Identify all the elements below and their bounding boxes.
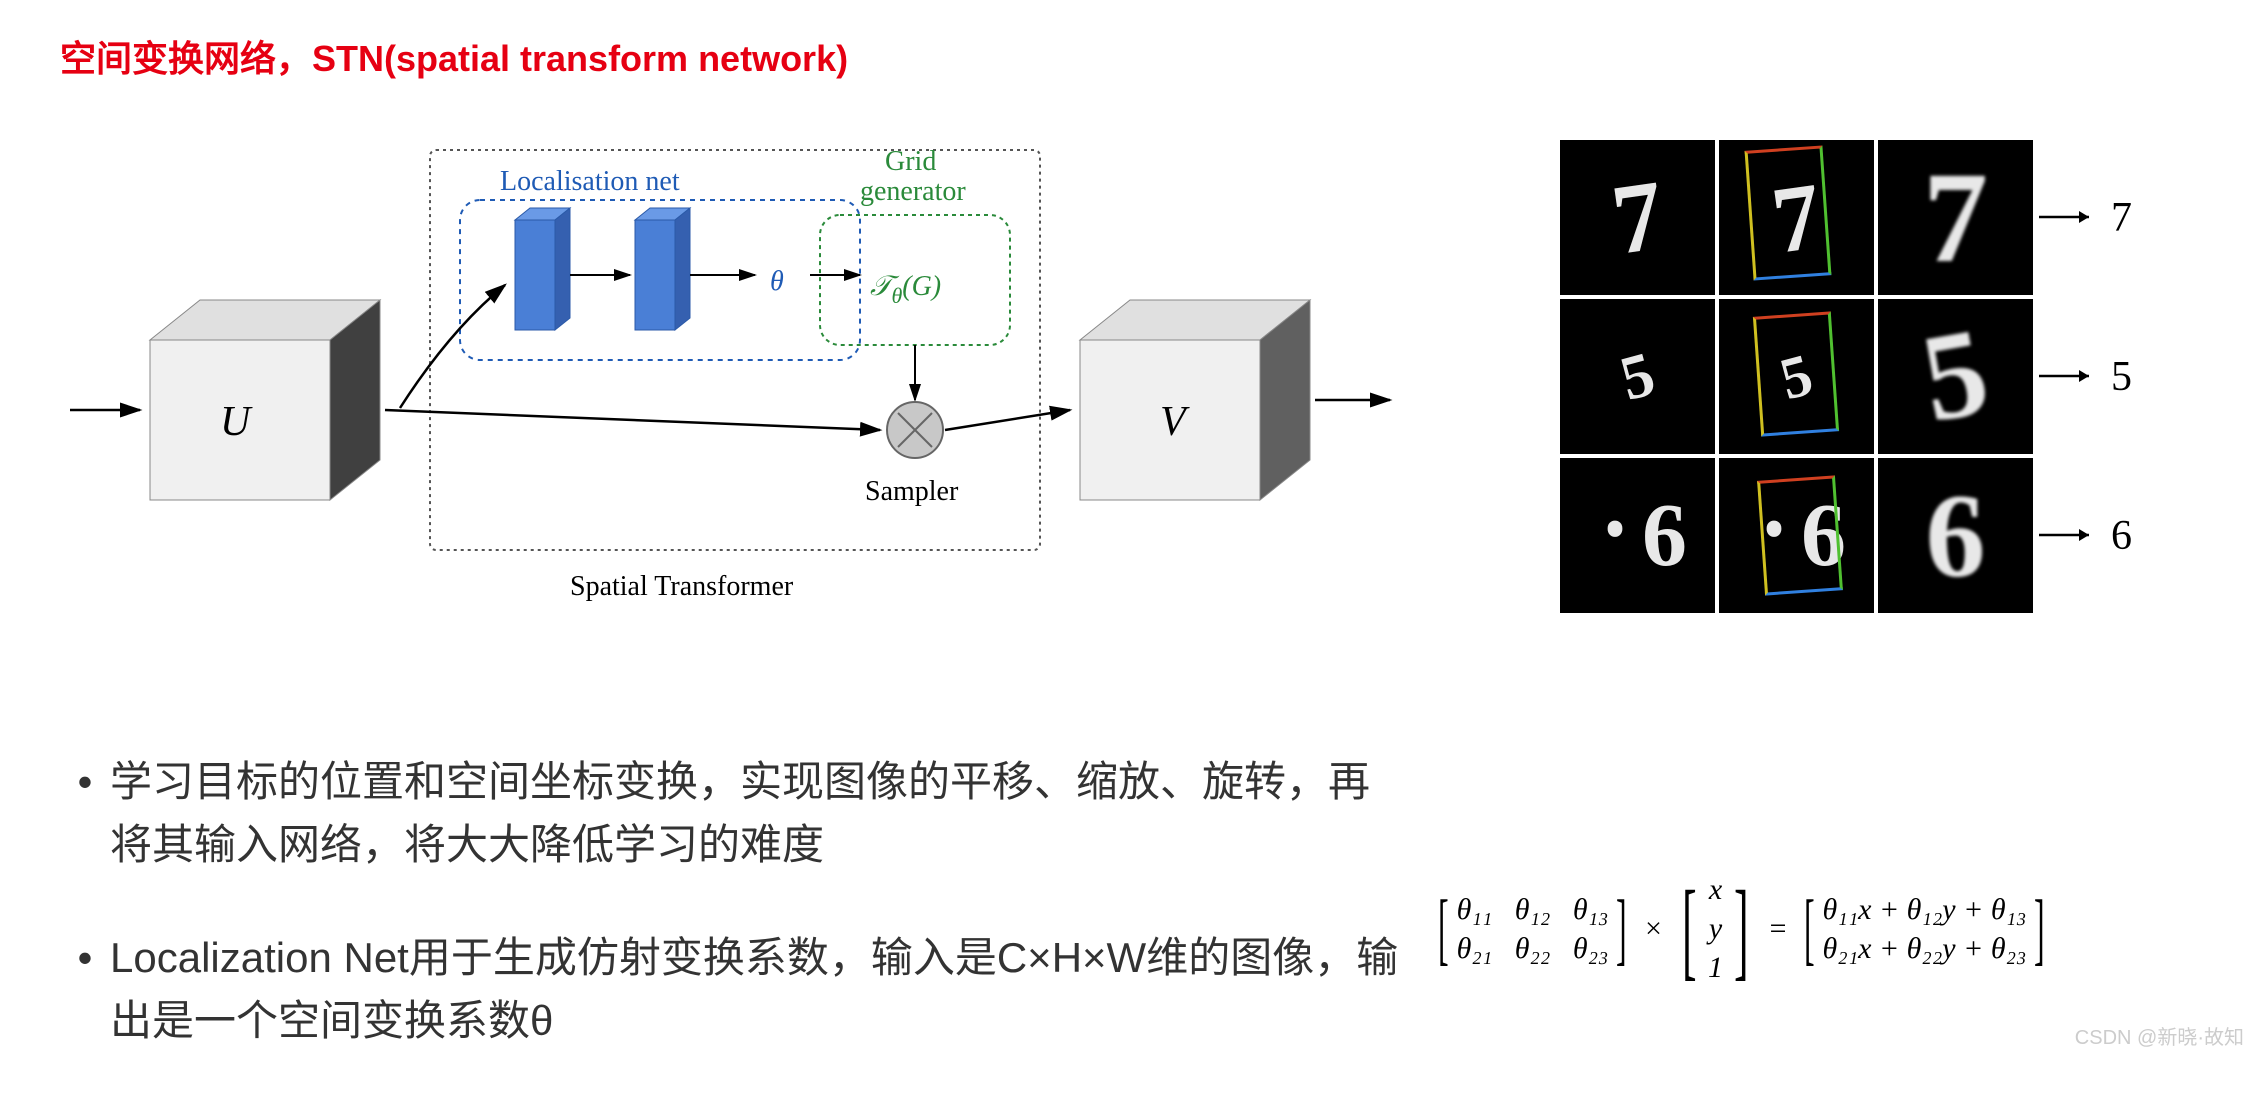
bounding-box: [1745, 145, 1832, 280]
grid-gen-label-2: generator: [860, 176, 966, 207]
arrow-branch: [400, 285, 505, 408]
label-u: U: [220, 399, 253, 445]
bullet-item: • Localization Net用于生成仿射变换系数，输入是C×H×W维的图…: [60, 926, 1410, 1052]
digit-cell-output: 5: [1878, 299, 2033, 454]
digit-examples: 77775555᛫6᛫666: [1560, 140, 2240, 617]
digit-class-label: 7: [2111, 194, 2132, 242]
bounding-box: [1757, 475, 1843, 595]
affine-equation: [ θ₁₁ θ₁₂ θ₁₃ θ₂₁ θ₂₂ θ₂₃ ] × [ x y 1 ] …: [1430, 870, 2053, 987]
digit-cell-output: 7: [1878, 140, 2033, 295]
digit-class-label: 6: [2111, 512, 2132, 560]
digit-row: ᛫6᛫666: [1560, 458, 2240, 613]
loc-block-2: [635, 208, 690, 330]
stn-diagram: U Localisation net θ Grid generator 𝒯θ(G…: [60, 100, 1410, 600]
arrow-icon: [2037, 202, 2097, 234]
bullet-dot: •: [60, 926, 110, 989]
digit-cell-input: ᛫6: [1560, 458, 1715, 613]
digit-cell-boxed: 5: [1719, 299, 1874, 454]
bullet-list: • 学习目标的位置和空间坐标变换，实现图像的平移、缩放、旋转，再将其输入网络，将…: [60, 750, 1410, 1102]
digit-row: 5555: [1560, 299, 2240, 454]
digit-cell-boxed: ᛫6: [1719, 458, 1874, 613]
label-v: V: [1160, 399, 1190, 445]
sampler-label: Sampler: [865, 476, 959, 507]
localisation-net-label: Localisation net: [500, 166, 680, 197]
digit-cell-output: 6: [1878, 458, 2033, 613]
digit-row: 7777: [1560, 140, 2240, 295]
cube-v: V: [1080, 300, 1310, 500]
arrow-icon: [2037, 520, 2097, 552]
bullet-item: • 学习目标的位置和空间坐标变换，实现图像的平移、缩放、旋转，再将其输入网络，将…: [60, 750, 1410, 876]
bullet-text: 学习目标的位置和空间坐标变换，实现图像的平移、缩放、旋转，再将其输入网络，将大大…: [110, 750, 1410, 876]
watermark: CSDN @新晓·故知: [2075, 1021, 2244, 1050]
digit-class-label: 5: [2111, 353, 2132, 401]
theta-label: θ: [770, 266, 784, 297]
bullet-text: Localization Net用于生成仿射变换系数，输入是C×H×W维的图像，…: [110, 926, 1410, 1052]
bounding-box: [1753, 311, 1839, 436]
arrow-main: [385, 410, 880, 430]
grid-gen-label-1: Grid: [885, 146, 936, 177]
digit-cell-input: 5: [1560, 299, 1715, 454]
bullet-dot: •: [60, 750, 110, 813]
arrow-icon: [2037, 361, 2097, 393]
cube-u: U: [150, 300, 380, 500]
digit-cell-boxed: 7: [1719, 140, 1874, 295]
grid-fn-label: 𝒯θ(G): [870, 271, 941, 308]
page-title: 空间变换网络，STN(spatial transform network): [60, 30, 848, 82]
diagram-caption: Spatial Transformer: [570, 571, 794, 602]
arrow-to-v: [945, 410, 1070, 430]
digit-cell-input: 7: [1560, 140, 1715, 295]
loc-block-1: [515, 208, 570, 330]
